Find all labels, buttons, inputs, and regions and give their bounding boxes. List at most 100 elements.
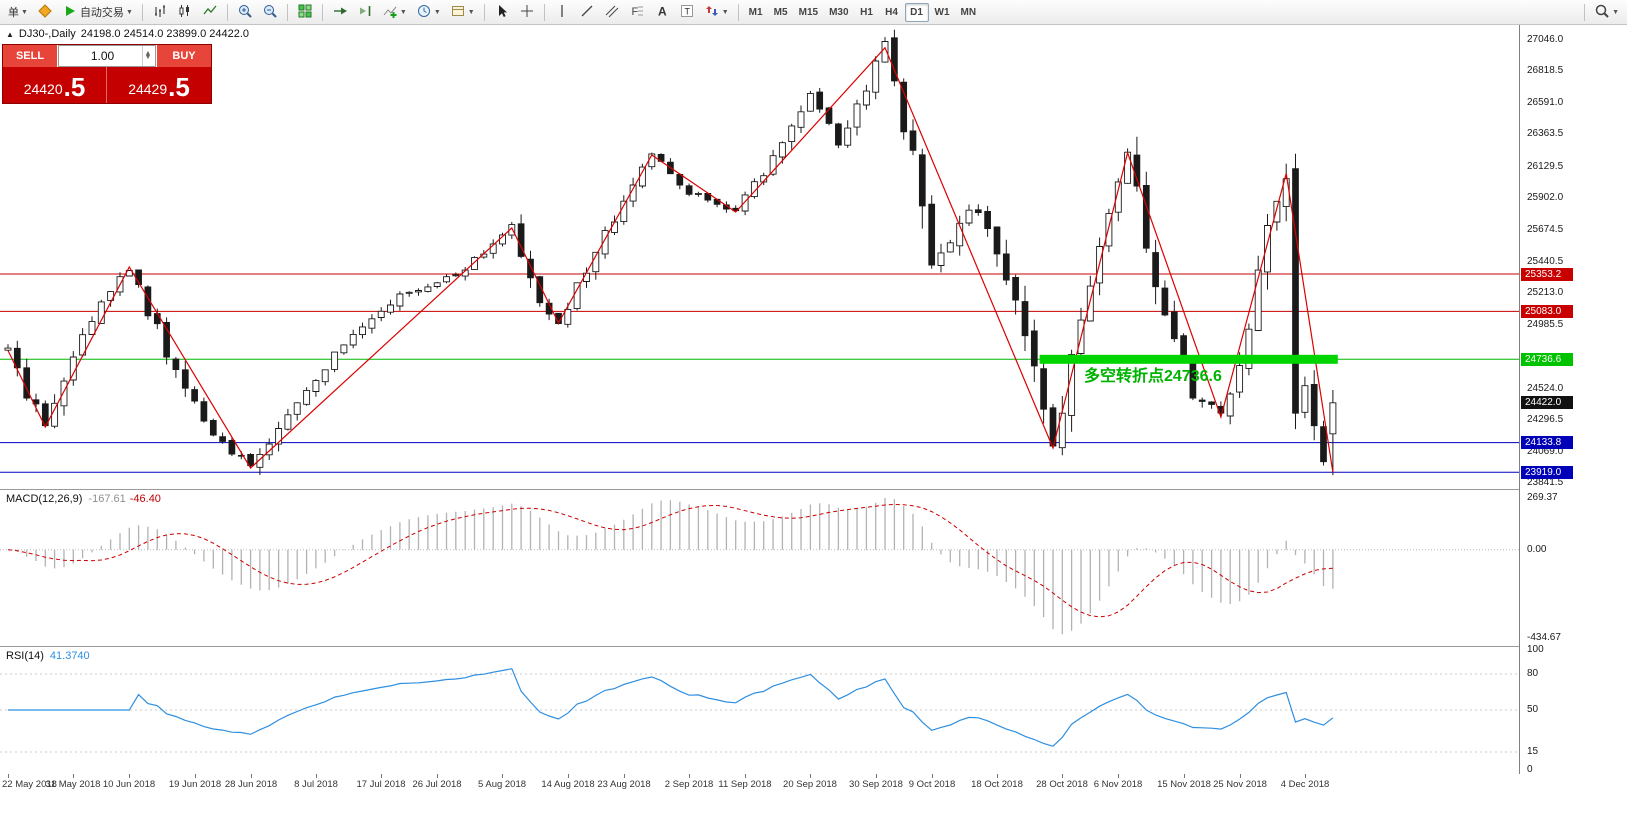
mql-logo-button[interactable] — [33, 2, 57, 23]
date-tick — [73, 774, 74, 778]
date-tick — [502, 774, 503, 778]
timeframe-button-w1[interactable]: W1 — [930, 3, 955, 22]
templates-button[interactable]: ▼ — [446, 2, 479, 23]
spinner-down-icon[interactable]: ▼ — [144, 54, 152, 61]
price-axis-label: 0 — [1527, 764, 1533, 775]
rsi-line — [8, 668, 1334, 747]
trendline-icon — [579, 3, 595, 22]
candlesticks — [4, 29, 1337, 476]
timeframe-button-d1[interactable]: D1 — [904, 2, 929, 22]
pivot-price-tag[interactable]: 24736.6 — [1521, 352, 1573, 366]
candlestick-chart-button[interactable] — [173, 2, 197, 23]
line-chart-button[interactable] — [198, 2, 222, 23]
tile-windows-button[interactable] — [293, 2, 317, 23]
date-label: 9 Oct 2018 — [908, 779, 956, 790]
date-label: 2 Sep 2018 — [664, 779, 714, 790]
cursor-button[interactable] — [490, 2, 514, 23]
timeframe-button-m15[interactable]: M15 — [794, 3, 823, 22]
price-axis-label: 100 — [1527, 644, 1544, 655]
price-axis-label: 80 — [1527, 668, 1539, 679]
buy-price[interactable]: 24429.5 — [128, 72, 190, 102]
channel-button[interactable] — [600, 2, 624, 23]
vertical-line-button[interactable] — [550, 2, 574, 23]
date-label: 19 Jun 2018 — [168, 779, 222, 790]
vertical-line-icon — [554, 3, 570, 22]
macd-signal-line — [7, 503, 1333, 618]
auto-trading-button[interactable]: 自动交易 ▼ — [58, 2, 137, 23]
zigzag-line[interactable] — [7, 46, 1334, 473]
pane-separator[interactable] — [0, 489, 1627, 490]
zoom-out-button[interactable] — [258, 2, 282, 23]
macd-pane[interactable] — [0, 490, 1519, 646]
timeframe-button-h1[interactable]: H1 — [855, 3, 879, 22]
sell-price[interactable]: 24420.5 — [3, 67, 107, 103]
auto-scroll-button[interactable] — [328, 2, 352, 23]
date-tick — [129, 774, 130, 778]
chevron-down-icon: ▼ — [399, 8, 407, 16]
text-button[interactable]: A — [650, 2, 674, 23]
search-icon — [1594, 3, 1610, 22]
symbol-title: DJ30-,Daily — [18, 28, 76, 40]
crosshair-button[interactable] — [515, 2, 539, 23]
date-tick — [1118, 774, 1119, 778]
price-axis-label: 24985.5 — [1527, 318, 1564, 330]
cursor-icon — [494, 3, 510, 22]
bar-chart-button[interactable] — [148, 2, 172, 23]
fibonacci-button[interactable]: F — [625, 2, 649, 23]
mql-logo-icon — [37, 3, 53, 22]
one-click-trading-widget: SELL 1.00 ▲ ▼ BUY 24420.5 24429.5 — [2, 44, 212, 104]
chart-area: 多空转折点24736.6 ▲ DJ30-,Daily 24198.0 24514… — [0, 25, 1627, 825]
pivot-band[interactable] — [1039, 354, 1338, 364]
timeframe-button-mn[interactable]: MN — [956, 3, 982, 22]
date-label: 4 Dec 2018 — [1280, 779, 1330, 790]
chart-icon: ▲ — [6, 29, 14, 39]
svg-text:A: A — [658, 4, 667, 18]
bar-chart-icon — [152, 3, 168, 22]
date-label: 26 Jul 2018 — [412, 779, 462, 790]
rsi-pane[interactable] — [0, 647, 1519, 774]
date-label: 28 Oct 2018 — [1036, 779, 1088, 790]
current-price-tag: 24422.0 — [1521, 396, 1573, 410]
timeframe-button-h4[interactable]: H4 — [880, 3, 904, 22]
candlestick-chart-icon — [177, 3, 193, 22]
toolbar-separator — [543, 3, 545, 21]
volume-spinner[interactable]: ▲ ▼ — [142, 46, 153, 66]
arrows-button[interactable]: ▼ — [700, 2, 733, 23]
search-button[interactable]: ▼ — [1590, 2, 1623, 23]
sell-button[interactable]: SELL — [3, 45, 58, 67]
symbol-header: ▲ DJ30-,Daily 24198.0 24514.0 23899.0 24… — [6, 28, 249, 40]
add-indicator-button[interactable]: ▼ — [378, 2, 411, 23]
chevron-down-icon: ▼ — [433, 8, 441, 16]
new-order-button[interactable]: 单 ▼ — [4, 2, 32, 23]
resistance-price-tag[interactable]: 25353.2 — [1521, 267, 1573, 281]
main-chart-pane[interactable]: 多空转折点24736.6 — [0, 25, 1519, 489]
timeframe-button-m30[interactable]: M30 — [824, 3, 853, 22]
chevron-down-icon: ▼ — [467, 8, 475, 16]
rsi-indicator-label: RSI(14) 41.3740 — [6, 650, 90, 662]
periods-button[interactable]: ▼ — [412, 2, 445, 23]
spinner-up-icon[interactable]: ▲ — [144, 50, 152, 58]
date-tick — [997, 774, 998, 778]
support-price-tag[interactable]: 23919.0 — [1521, 465, 1573, 479]
price-axis-label: 24069.0 — [1527, 445, 1564, 457]
date-tick — [1240, 774, 1241, 778]
volume-field[interactable]: 1.00 ▲ ▼ — [58, 45, 156, 67]
support-price-tag[interactable]: 24133.8 — [1521, 436, 1573, 450]
chart-shift-button[interactable] — [353, 2, 377, 23]
channel-icon — [604, 3, 620, 22]
pane-separator[interactable] — [0, 646, 1627, 647]
date-label: 5 Aug 2018 — [477, 779, 527, 790]
svg-text:F: F — [631, 6, 638, 18]
buy-button[interactable]: BUY — [156, 45, 211, 67]
label-button[interactable]: T — [675, 2, 699, 23]
auto-scroll-icon — [332, 3, 348, 22]
pivot-annotation[interactable]: 多空转折点24736.6 — [1084, 366, 1222, 385]
fibonacci-icon: F — [629, 3, 645, 22]
timeframe-button-m5[interactable]: M5 — [769, 3, 793, 22]
timeframe-button-m1[interactable]: M1 — [744, 3, 768, 22]
date-label: 28 Jun 2018 — [224, 779, 278, 790]
resistance-price-tag[interactable]: 25083.0 — [1521, 304, 1573, 318]
zoom-in-button[interactable] — [233, 2, 257, 23]
trendline-button[interactable] — [575, 2, 599, 23]
date-label: 8 Jul 2018 — [294, 779, 338, 790]
